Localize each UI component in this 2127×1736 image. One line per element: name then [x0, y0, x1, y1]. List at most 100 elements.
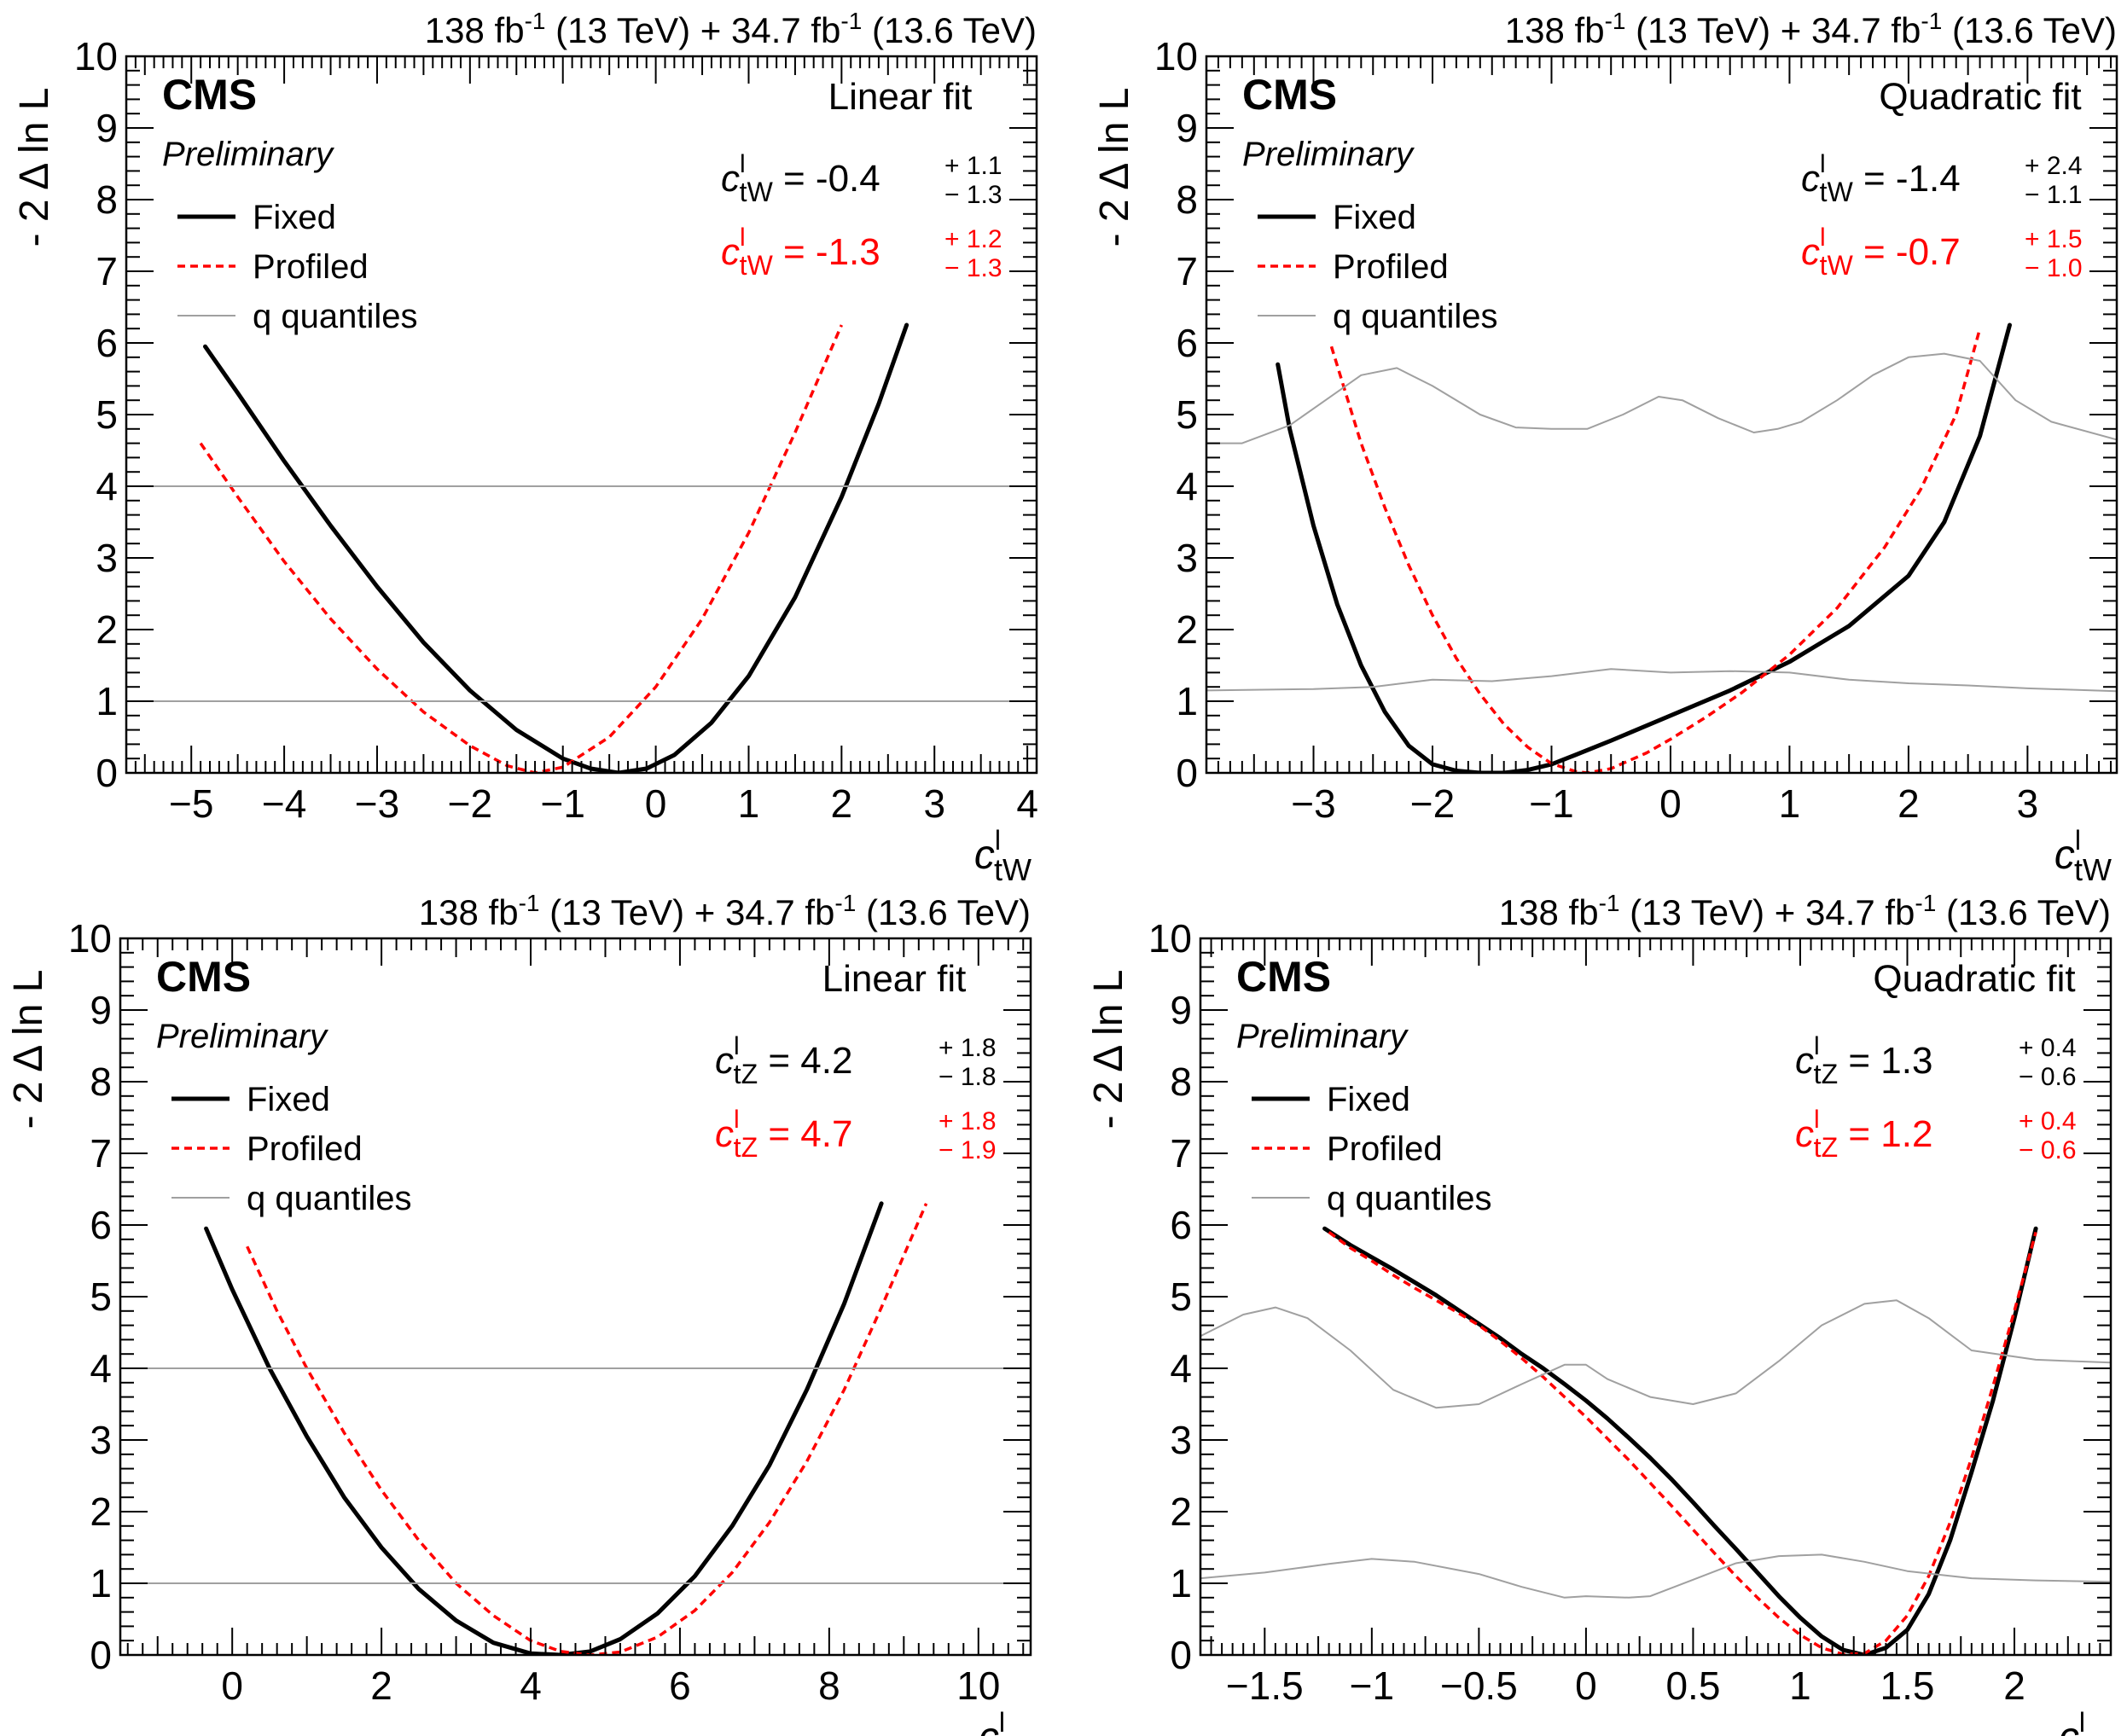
y-tick-label: 2	[1176, 607, 1198, 652]
y-tick-label: 5	[1176, 392, 1198, 437]
fit-result: cl tW = -1.4	[1801, 150, 1961, 207]
x-tick-label: 0.5	[1665, 1663, 1720, 1708]
legend-label: Profiled	[253, 248, 369, 286]
y-tick-label: 2	[1170, 1489, 1192, 1534]
fit-uncertainty-up: + 2.4	[2025, 152, 2083, 180]
fit-uncertainty-up: + 1.8	[939, 1107, 997, 1135]
x-tick-label: −2	[1410, 781, 1455, 826]
series-profiled	[199, 324, 844, 773]
y-tick-label: 7	[90, 1131, 112, 1176]
legend-label: q quantiles	[1333, 298, 1497, 335]
x-tick-label: 0	[1575, 1663, 1597, 1708]
x-axis-title: cl tW	[2054, 825, 2112, 887]
x-tick-label: 3	[923, 781, 945, 826]
lumi-label: 138 fb-1 (13 TeV) + 34.7 fb-1 (13.6 TeV)	[1505, 8, 2117, 50]
y-tick-label: 5	[90, 1274, 112, 1319]
x-tick-label: 0	[645, 781, 667, 826]
preliminary-label: Preliminary	[156, 1018, 329, 1055]
cms-label: CMS	[156, 953, 251, 1001]
y-tick-label: 4	[1170, 1346, 1192, 1391]
cms-label: CMS	[162, 71, 257, 119]
fit-result: cl tW = -0.7	[1801, 224, 1961, 281]
y-tick-label: 6	[1170, 1203, 1192, 1247]
fit-uncertainty-up: + 1.1	[944, 152, 1002, 180]
series-q-quantile-lower	[1200, 1553, 2111, 1599]
preliminary-label: Preliminary	[1242, 136, 1415, 173]
x-axis-title: cl tW	[974, 825, 1032, 887]
panel-ctz-linear: 0 1 2 3 4 5 6 7 8 9 10 0 2 4 6 8 10 138 fb-1 (13 TeV) + 3…	[6, 890, 1032, 1736]
y-tick-label: 1	[96, 679, 118, 723]
x-tick-label: 4	[520, 1663, 542, 1708]
y-tick-label: 5	[1170, 1274, 1192, 1319]
y-tick-label: 2	[96, 607, 118, 652]
x-tick-label: −5	[169, 781, 213, 826]
cms-label: CMS	[1236, 953, 1331, 1001]
fit-uncertainty-down: − 1.3	[944, 254, 1002, 282]
x-tick-label: −3	[355, 781, 399, 826]
y-tick-label: 9	[90, 988, 112, 1032]
panel-ctw-quadratic: 0 1 2 3 4 5 6 7 8 9 10 −3 −2 −1 0 1 2 3 138 fb-1 (13 TeV) …	[1092, 8, 2118, 887]
x-tick-label: 2	[370, 1663, 392, 1708]
y-axis-title: - 2 Δ ln L	[1086, 970, 1131, 1129]
x-tick-label: 8	[818, 1663, 840, 1708]
y-tick-label: 6	[96, 321, 118, 365]
x-tick-label: 2	[831, 781, 853, 826]
legend-label: q quantiles	[1327, 1180, 1491, 1217]
y-tick-label: 9	[1176, 106, 1198, 150]
legend-label: Profiled	[247, 1130, 363, 1168]
x-tick-label: 1.5	[1880, 1663, 1935, 1708]
x-tick-label: 2	[1897, 781, 1920, 826]
series-fixed	[204, 1201, 884, 1655]
series-profiled	[1328, 1230, 2037, 1655]
x-tick-label: −4	[262, 781, 306, 826]
legend-label: q quantiles	[253, 298, 417, 335]
series-profiled	[1329, 328, 1982, 773]
fit-uncertainty-down: − 1.0	[2025, 254, 2083, 282]
y-tick-label: 6	[90, 1203, 112, 1247]
x-tick-label: 6	[669, 1663, 691, 1708]
series-profiled	[246, 1203, 928, 1655]
series-fixed	[203, 322, 909, 773]
fit-uncertainty-down: − 1.9	[939, 1136, 997, 1164]
y-tick-label: 7	[96, 249, 118, 293]
y-tick-label: 0	[90, 1633, 112, 1677]
x-tick-label: 1	[1789, 1663, 1811, 1708]
y-tick-label: 3	[90, 1418, 112, 1462]
cms-label: CMS	[1242, 71, 1337, 119]
fit-uncertainty-down: − 1.1	[2025, 181, 2083, 209]
y-axis-title: - 2 Δ ln L	[6, 970, 51, 1129]
x-tick-label: −1	[540, 781, 584, 826]
x-tick-label: 0	[1659, 781, 1682, 826]
y-tick-label: 8	[96, 177, 118, 222]
x-tick-label: −2	[448, 781, 492, 826]
fit-uncertainty-down: − 1.3	[944, 181, 1002, 209]
y-tick-label: 1	[1170, 1561, 1192, 1605]
fit-title: Quadratic fit	[1879, 76, 2081, 118]
preliminary-label: Preliminary	[1236, 1018, 1409, 1055]
y-tick-label: 0	[1176, 751, 1198, 795]
y-tick-label: 5	[96, 392, 118, 437]
y-tick-label: 7	[1170, 1131, 1192, 1176]
fit-title: Linear fit	[828, 76, 973, 118]
y-tick-label: 2	[90, 1489, 112, 1534]
fit-result: cl tW = -1.3	[721, 224, 880, 281]
legend-label: Fixed	[253, 199, 336, 236]
y-tick-label: 3	[1170, 1418, 1192, 1462]
fit-uncertainty-up: + 1.8	[939, 1034, 997, 1062]
fit-title: Quadratic fit	[1873, 958, 2075, 1000]
y-tick-label: 6	[1176, 321, 1198, 365]
fit-uncertainty-down: − 1.8	[939, 1063, 997, 1091]
x-tick-label: 1	[1779, 781, 1801, 826]
y-tick-label: 3	[1176, 536, 1198, 580]
y-axis-title: - 2 Δ ln L	[1092, 88, 1137, 247]
fit-uncertainty-down: − 0.6	[2019, 1063, 2077, 1091]
x-tick-label: −1	[1350, 1663, 1394, 1708]
x-tick-label: 4	[1016, 781, 1038, 826]
y-tick-label: 4	[96, 464, 118, 508]
series-q-quantile-lower	[1206, 668, 2117, 693]
legend-label: Profiled	[1327, 1130, 1443, 1168]
fit-uncertainty-down: − 0.6	[2019, 1136, 2077, 1164]
panel-ctz-quadratic: 0 1 2 3 4 5 6 7 8 9 10 −1.5 −1 −0.5 0 0.5 1 1.5 2 138 fb-1 …	[1086, 890, 2112, 1736]
